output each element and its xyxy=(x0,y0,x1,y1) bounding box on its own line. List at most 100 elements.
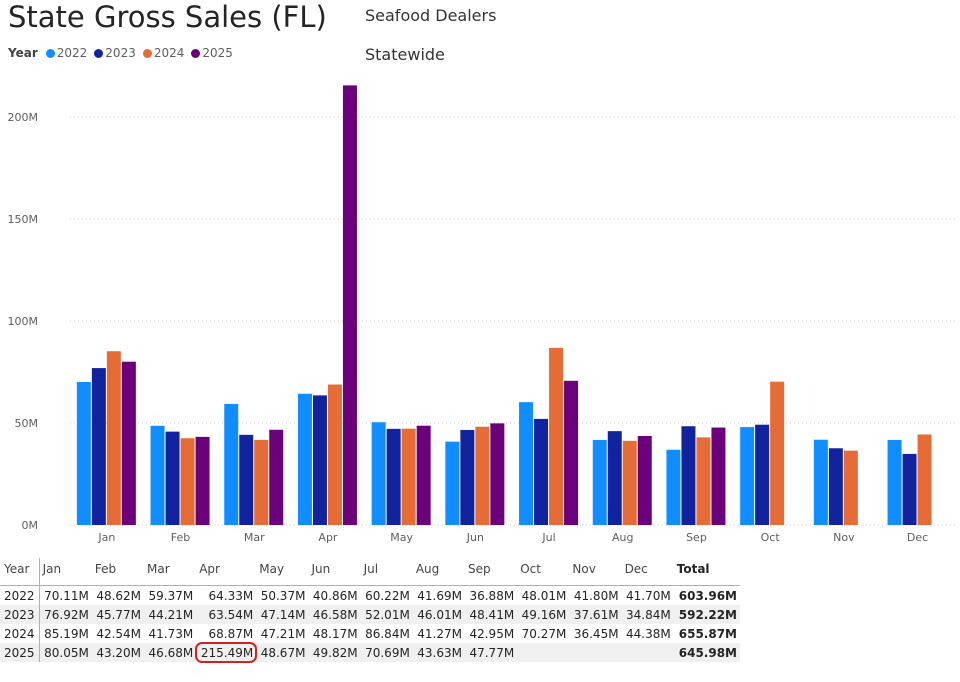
table-cell: 36.45M xyxy=(573,626,619,641)
bar-2024-Apr[interactable] xyxy=(327,384,342,525)
table-cell: 46.01M xyxy=(412,605,465,624)
bar-2022-Jan[interactable] xyxy=(76,381,91,525)
table-cell: 45.77M xyxy=(91,605,145,624)
bar-2025-Feb[interactable] xyxy=(195,436,210,525)
bar-2023-Nov[interactable] xyxy=(828,448,843,525)
bar-2024-Mar[interactable] xyxy=(254,439,269,525)
column-header[interactable]: May xyxy=(256,558,309,586)
bar-2022-Mar[interactable] xyxy=(224,403,239,525)
table-cell: 48.41M xyxy=(465,605,518,624)
bar-2024-Oct[interactable] xyxy=(770,381,785,525)
bar-2025-Apr[interactable] xyxy=(342,85,357,526)
bar-2022-May[interactable] xyxy=(371,422,386,525)
column-header[interactable]: Feb xyxy=(91,558,145,586)
table-cell: 68.87M xyxy=(208,626,254,641)
bar-2023-Apr[interactable] xyxy=(312,395,327,525)
column-header[interactable]: Aug xyxy=(412,558,465,586)
bar-2023-Jul[interactable] xyxy=(534,418,549,525)
legend-item-2022[interactable]: 2022 xyxy=(45,46,87,60)
table-cell: 34.84M xyxy=(621,605,674,624)
bar-2022-Sep[interactable] xyxy=(666,449,681,525)
bar-2023-Jan[interactable] xyxy=(91,368,106,525)
bar-2024-Feb[interactable] xyxy=(180,438,195,525)
bar-2023-May[interactable] xyxy=(386,428,401,525)
bar-2022-Feb[interactable] xyxy=(150,425,165,525)
legend-dot-icon xyxy=(191,48,201,58)
table-cell: 36.88M xyxy=(469,588,515,603)
bar-2024-Jul[interactable] xyxy=(549,347,564,525)
column-header[interactable]: Dec xyxy=(621,558,674,586)
table-cell: 76.92M xyxy=(39,605,92,624)
bar-chart: 0M 50M 100M 150M 200M Jan Feb Mar Apr May Jun Jul Au… xyxy=(8,85,955,544)
bar-2024-Jan[interactable] xyxy=(106,351,121,525)
column-header[interactable]: Jan xyxy=(39,558,92,586)
table-cell: 43.63M xyxy=(412,643,465,662)
x-tick-label: Nov xyxy=(833,531,855,544)
y-tick-label: 50M xyxy=(15,417,39,430)
column-header[interactable]: Mar xyxy=(144,558,197,586)
x-tick-label: Apr xyxy=(318,531,338,544)
bar-2022-Apr[interactable] xyxy=(297,393,312,525)
column-header[interactable]: Nov xyxy=(569,558,622,586)
table-cell: 42.95M xyxy=(469,626,515,641)
bar-2023-Aug[interactable] xyxy=(607,431,622,525)
bar-2025-Jul[interactable] xyxy=(564,380,579,525)
x-tick-label: Jan xyxy=(97,531,115,544)
row-total: 592.22M xyxy=(673,605,740,624)
table-cell: 47.77M xyxy=(465,643,518,662)
bar-2023-Sep[interactable] xyxy=(681,426,696,525)
x-tick-label: Oct xyxy=(761,531,781,544)
bar-2023-Oct[interactable] xyxy=(755,424,770,525)
legend-title: Year xyxy=(8,46,38,60)
column-header[interactable]: Jun xyxy=(308,558,361,586)
table-cell: 47.14M xyxy=(256,605,309,624)
table-cell: 48.67M xyxy=(256,643,309,662)
table-cell: 70.11M xyxy=(44,588,89,603)
bar-2022-Jun[interactable] xyxy=(445,441,460,525)
table-cell: 37.61M xyxy=(569,605,622,624)
column-header[interactable]: Apr xyxy=(196,558,257,586)
bar-2025-May[interactable] xyxy=(416,425,431,525)
bar-2024-Sep[interactable] xyxy=(696,437,711,525)
table-cell xyxy=(621,643,674,662)
table-cell: 60.22M xyxy=(365,588,410,603)
x-tick-label: Sep xyxy=(686,531,707,544)
bar-2022-Dec[interactable] xyxy=(887,439,902,525)
bar-2024-Dec[interactable] xyxy=(917,434,932,525)
bar-2022-Jul[interactable] xyxy=(519,402,534,525)
bar-2025-Aug[interactable] xyxy=(637,435,652,525)
bar-2024-Nov[interactable] xyxy=(843,450,858,525)
bar-2024-May[interactable] xyxy=(401,428,416,525)
bar-2025-Jan[interactable] xyxy=(121,361,136,525)
column-header[interactable]: Sep xyxy=(465,558,518,586)
bar-2025-Sep[interactable] xyxy=(711,427,726,525)
bar-2024-Aug[interactable] xyxy=(622,440,637,525)
row-total: 603.96M xyxy=(678,588,737,603)
column-header[interactable]: Jul xyxy=(360,558,413,586)
legend-item-2023[interactable]: 2023 xyxy=(94,46,136,60)
y-tick-label: 0M xyxy=(22,519,39,532)
table-header-row: Year Jan Feb Mar Apr May Jun Jul Aug Sep Oct Nov Dec… xyxy=(0,558,740,586)
bar-2023-Jun[interactable] xyxy=(460,429,475,525)
legend-item-2025[interactable]: 2025 xyxy=(191,46,233,60)
bar-2024-Jun[interactable] xyxy=(475,426,490,525)
bar-2022-Aug[interactable] xyxy=(592,439,607,525)
column-header[interactable]: Total xyxy=(673,558,740,586)
bar-2023-Mar[interactable] xyxy=(239,434,254,525)
bar-2023-Feb[interactable] xyxy=(165,431,180,525)
table-cell: 49.16M xyxy=(517,605,570,624)
bar-2025-Mar[interactable] xyxy=(269,429,284,525)
table-cell: 50.37M xyxy=(260,588,306,603)
table-cell: 70.69M xyxy=(360,643,413,662)
legend-item-2024[interactable]: 2024 xyxy=(142,46,184,60)
bar-2023-Dec[interactable] xyxy=(902,453,917,525)
column-header[interactable]: Oct xyxy=(517,558,570,586)
table-cell xyxy=(517,643,570,662)
table-cell: 52.01M xyxy=(360,605,413,624)
bar-2022-Nov[interactable] xyxy=(813,439,828,525)
bar-2025-Jun[interactable] xyxy=(490,423,505,525)
bar-2022-Oct[interactable] xyxy=(740,427,755,525)
x-tick-label: Mar xyxy=(244,531,265,544)
x-tick-label: Dec xyxy=(907,531,928,544)
column-header[interactable]: Year xyxy=(0,558,40,586)
